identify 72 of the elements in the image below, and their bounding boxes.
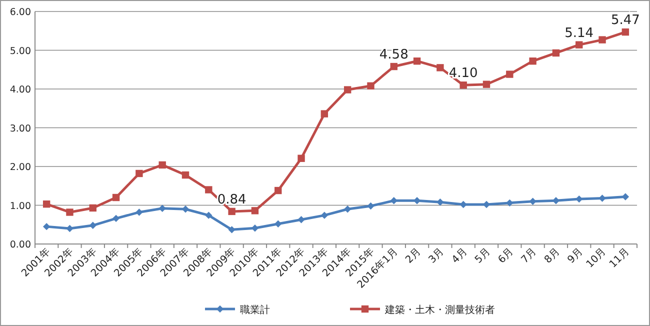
point [251, 207, 259, 214]
point [66, 224, 74, 232]
point [66, 208, 74, 216]
point [158, 204, 166, 212]
y-tick-label: 0.00 [10, 240, 31, 250]
point [320, 110, 328, 118]
point [344, 206, 352, 213]
point [112, 214, 120, 222]
point [42, 222, 50, 230]
x-tick-label: 7月 [520, 246, 539, 266]
data-label: 5.14 [564, 26, 594, 41]
point [89, 204, 96, 212]
point [598, 194, 606, 202]
point [598, 36, 606, 44]
point [298, 154, 305, 162]
legend-label: 建築・土木・測量技術者 [384, 304, 495, 316]
point [367, 82, 374, 90]
point [136, 208, 143, 216]
point [390, 62, 398, 70]
point [529, 198, 536, 205]
x-tick-label: 4月 [450, 246, 470, 266]
point [622, 28, 630, 36]
y-tick-label: 6.00 [10, 7, 31, 18]
y-tick-label: 1.00 [10, 200, 31, 212]
point [529, 58, 536, 65]
x-tick-label: 5月 [473, 246, 493, 266]
point [112, 194, 120, 202]
point [298, 216, 305, 224]
point [436, 64, 444, 72]
point [576, 195, 583, 203]
y-tick-label: 3.00 [10, 123, 31, 134]
point [251, 224, 259, 232]
point [552, 49, 560, 57]
point [506, 70, 514, 78]
point [228, 226, 236, 234]
x-tick-label: 2月 [404, 246, 424, 266]
point [482, 80, 490, 88]
data-label: 5.47 [610, 13, 640, 28]
point [205, 186, 212, 194]
point [136, 170, 143, 178]
point [182, 171, 190, 179]
point [158, 161, 166, 169]
point [320, 212, 328, 219]
point [436, 198, 444, 206]
point [274, 220, 282, 228]
point [506, 199, 514, 207]
point [274, 186, 282, 194]
x-tick-label: 6月 [496, 246, 516, 266]
point [367, 202, 374, 210]
point [228, 208, 236, 216]
x-tick-label: 3月 [426, 246, 446, 266]
y-tick-label: 2.00 [10, 162, 31, 173]
point [576, 41, 583, 48]
y-tick-label: 5.00 [10, 46, 31, 57]
x-tick-label: 9月 [566, 246, 586, 266]
data-label: 4.58 [379, 48, 408, 63]
point [622, 193, 630, 200]
point [460, 82, 467, 89]
point [205, 212, 212, 219]
point [413, 58, 421, 65]
legend-label: 職業計 [240, 304, 270, 316]
y-tick-label: 4.00 [10, 84, 31, 96]
point [42, 200, 50, 208]
point [89, 222, 96, 229]
point [390, 197, 398, 204]
x-tick-label: 10月 [584, 246, 608, 270]
point [182, 206, 190, 213]
x-tick-label: 11月 [608, 246, 632, 270]
point [344, 86, 352, 94]
point [460, 200, 467, 208]
data-label: 4.10 [448, 66, 478, 82]
x-tick-label: 8月 [542, 246, 562, 266]
